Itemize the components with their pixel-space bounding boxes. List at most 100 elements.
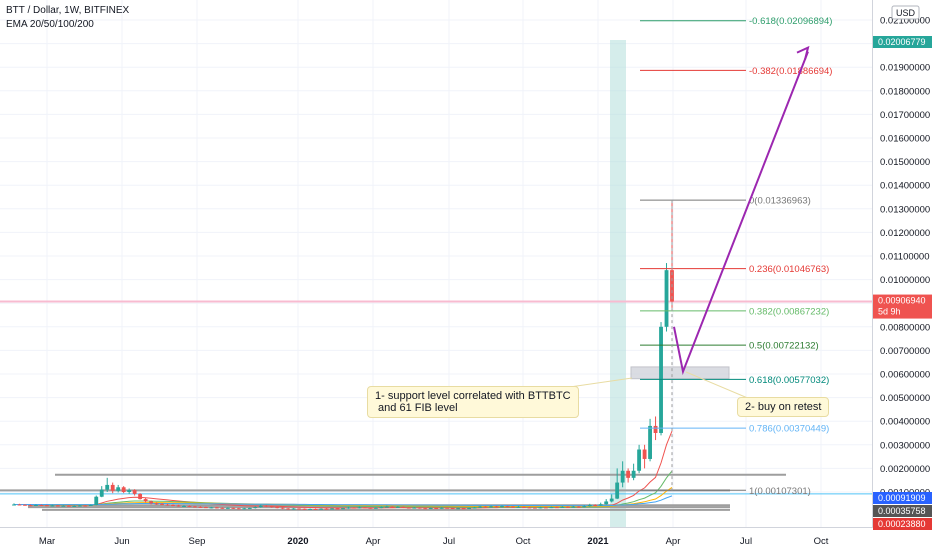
chart-legend: BTT / Dollar, 1W, BITFINEX EMA 20/50/100… [6,4,129,32]
x-tick-label: Apr [366,536,381,547]
x-tick-label: 2021 [587,536,609,547]
candle-body [187,505,192,507]
candle-body [412,507,417,509]
horizontal-levels [0,300,872,511]
projection-arrowhead [796,45,810,60]
fibonacci-retracement[interactable]: -0.618(0.02096894) -0.382(0.01886694) 0(0.… [640,16,832,497]
candle-body [571,506,576,508]
candle-body [214,507,219,509]
candle-body [319,508,323,510]
note-connector [685,371,751,400]
candle-body [138,493,143,500]
fib-level-0.382-label: 0.382(0.00867232) [749,306,829,317]
candle-body [554,507,559,509]
candle-body [110,484,115,491]
fib-level-1-label: 1(0.00107301) [749,486,811,497]
price-label-value: 0.00023880 [878,519,926,529]
price-label-value: 0.00091909 [878,493,926,503]
candle-body [516,506,521,508]
indicator-title[interactable]: EMA 20/50/100/200 [6,19,94,30]
y-tick-label: 0.00800000 [880,322,930,333]
y-tick-label: 0.01800000 [880,86,930,97]
fib-level--0.618-label: -0.618(0.02096894) [749,16,832,27]
candle-body [330,508,334,510]
candle-body [280,507,285,509]
candle-body [99,489,104,497]
candle-body [478,506,483,508]
candle-body [28,505,33,507]
candle-body [269,506,274,508]
candle-body [505,506,510,508]
y-tick-label: 0.01100000 [880,252,930,263]
candle-body [428,508,433,510]
candle-body [66,505,71,507]
candle-body [291,508,296,510]
support-zone[interactable] [630,366,730,380]
candle-body [406,507,411,509]
price-label-countdown: 5d 9h [878,307,901,317]
candle-body [253,507,258,509]
candle-body [549,507,554,509]
y-tick-label: 0.01200000 [880,228,930,239]
time-axis[interactable]: Mar Jun Sep 2020 Apr Jul Oct 2021 Apr Jul Oct [0,527,932,548]
highlight-band [610,40,626,527]
candle-body [220,507,225,509]
y-tick-label: 0.01000000 [880,275,930,286]
candle-body [538,507,543,509]
candle-body [346,507,351,509]
candle-body [160,503,164,505]
candle-body [44,505,49,507]
currency-badge-label: USD [896,8,916,18]
candle-body [77,505,82,507]
y-tick-label: 0.01500000 [880,157,930,168]
candle-body [483,506,488,508]
candle-body [439,507,444,509]
candle-body [225,507,230,509]
candle-body [275,507,280,509]
candle-body [55,505,60,507]
candle-body [626,470,631,478]
candle-body [94,496,99,505]
candle-body [664,270,669,327]
x-tick-label: Jul [443,536,455,547]
support-note[interactable]: 1- support level correlated with BTTBTC … [367,386,579,418]
symbol-title[interactable]: BTT / Dollar, 1W, BITFINEX [6,5,130,16]
y-tick-label: 0.01700000 [880,110,930,121]
y-tick-label: 0.00400000 [880,417,930,428]
fib-level-0.786-label: 0.786(0.00370449) [749,424,829,435]
y-tick-label: 0.01400000 [880,181,930,192]
candle-body [247,508,252,510]
fib-level--0.382-label: -0.382(0.01886694) [749,66,832,77]
candle-body [379,507,384,509]
price-axis[interactable]: 0.021000000.020000000.019000000.01800000… [872,0,932,550]
price-label-value: 0.00906940 [878,296,926,306]
candle-body [12,504,16,506]
fib-level-0.618-label: 0.618(0.00577032) [749,375,829,386]
candle-body [384,506,389,508]
retest-note[interactable]: 2- buy on retest [737,397,830,417]
chart-overlays [610,40,730,527]
candle-body [297,508,302,510]
candle-body [116,487,121,491]
projection-path[interactable] [673,51,809,376]
currency-badge[interactable] [891,5,920,20]
projection-arrow[interactable] [555,45,810,400]
candle-body [88,504,93,506]
candle-body [50,505,55,507]
x-tick-label: Jun [114,536,129,547]
candle-body [434,508,439,510]
candle-body [72,505,77,507]
candlestick-series [12,200,674,510]
x-tick-label: Oct [814,536,829,547]
candle-body [171,504,175,506]
x-tick-label: Mar [39,536,55,547]
candle-body [390,506,395,508]
ema-200-line [14,495,673,507]
y-tick-label: 0.01300000 [880,204,930,215]
candle-body [522,506,526,508]
candle-body [511,506,515,508]
candle-body [209,507,214,509]
candle-body [642,449,647,459]
candle-body [182,505,186,507]
